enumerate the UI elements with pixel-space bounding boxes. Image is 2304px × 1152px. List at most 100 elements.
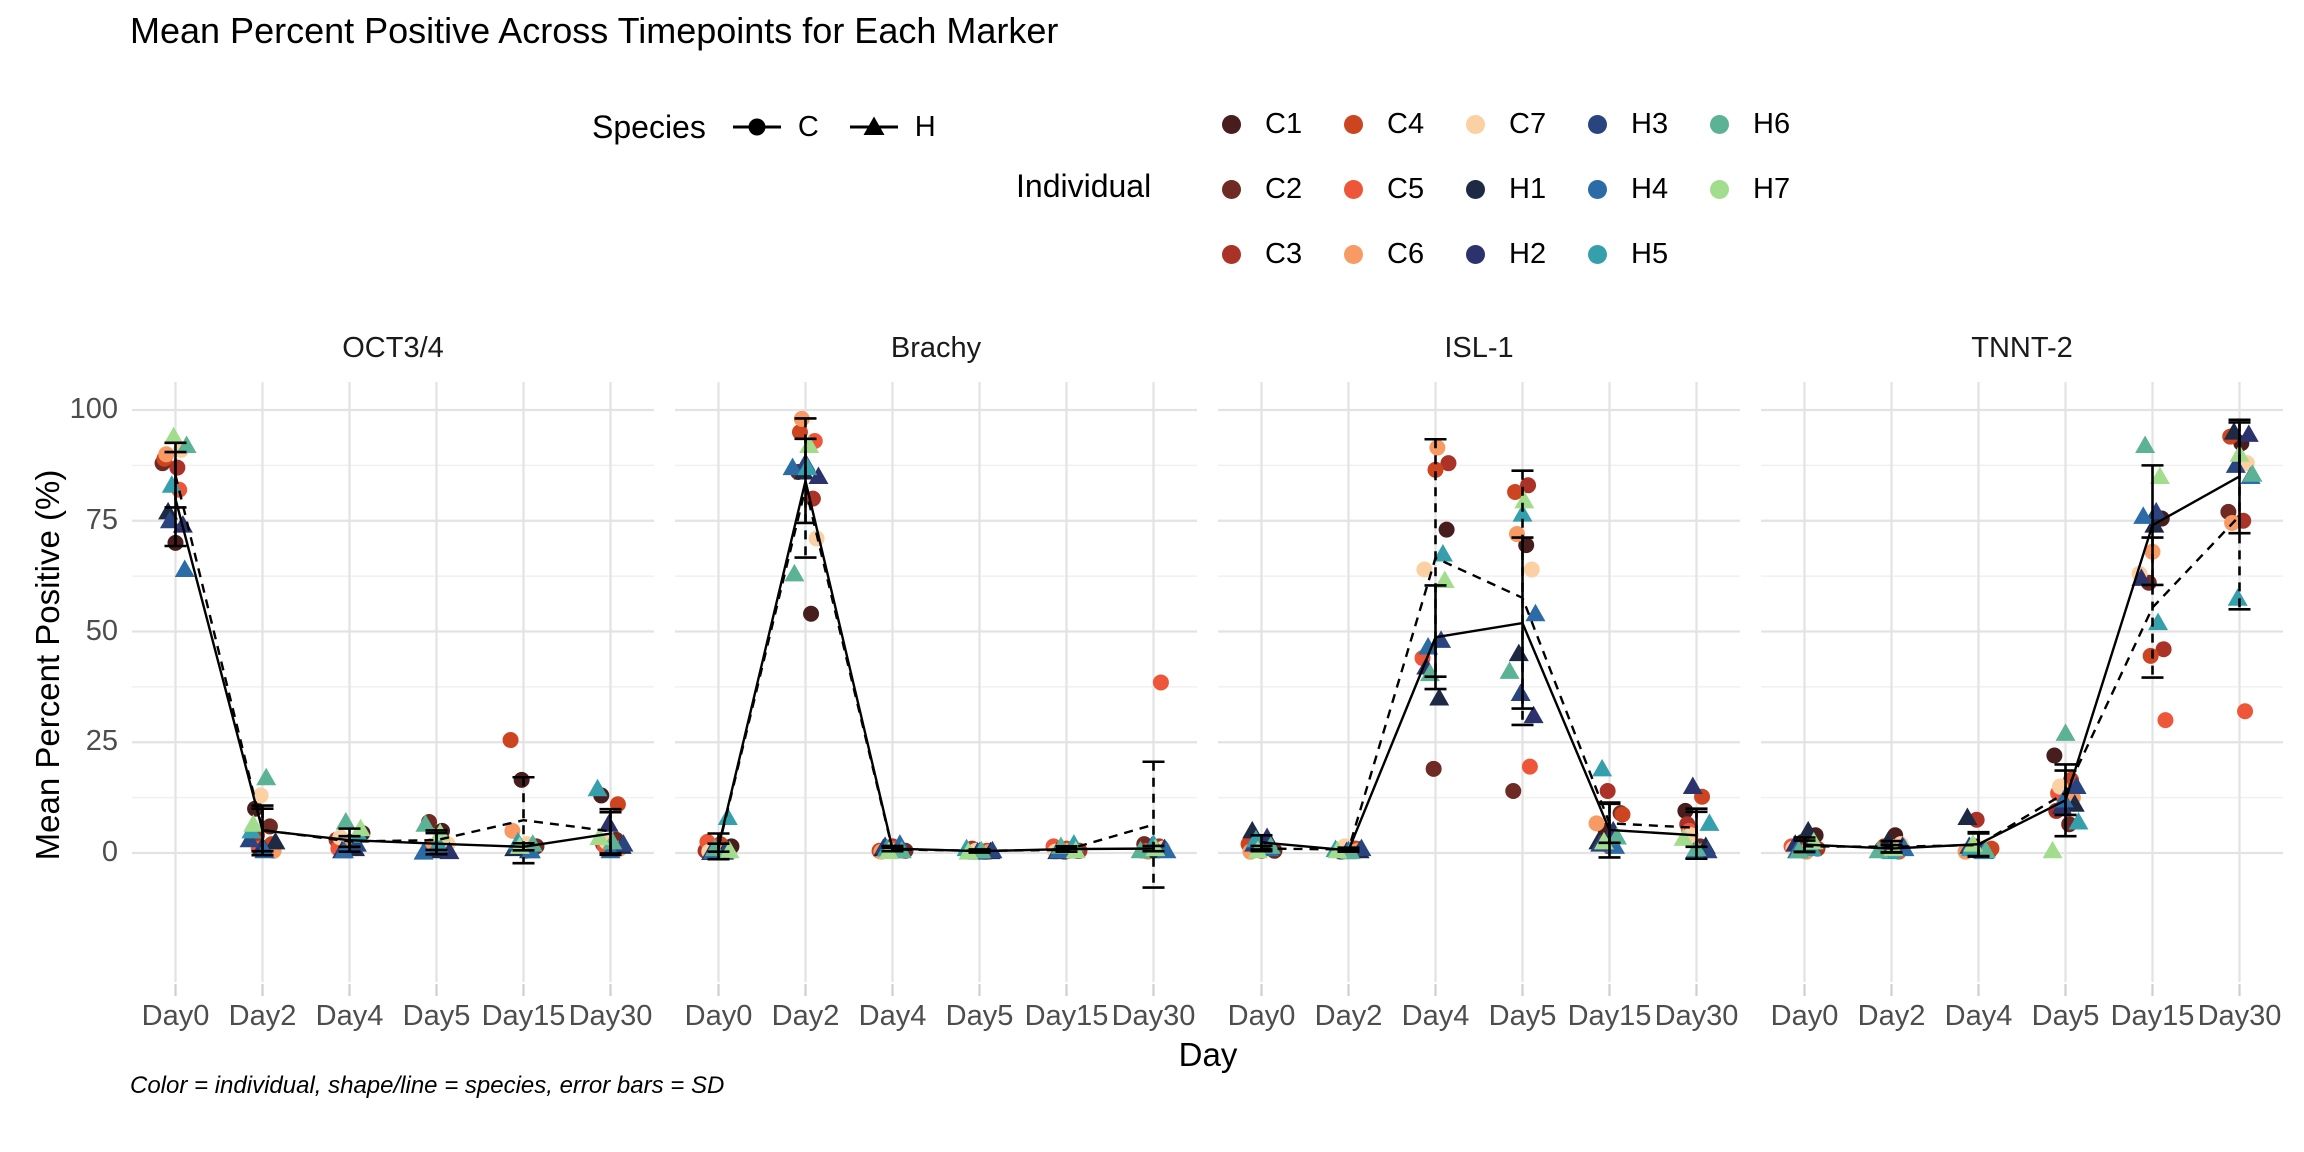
data-point-C1 bbox=[1438, 521, 1455, 538]
data-point-H6 bbox=[784, 563, 805, 582]
individual-key-label: H2 bbox=[1509, 238, 1547, 270]
data-point-H3 bbox=[239, 829, 260, 848]
x-tick-label: Day2 bbox=[771, 1000, 840, 1032]
individual-key-c2: C2 bbox=[1222, 173, 1344, 206]
species-key-c: C bbox=[732, 111, 819, 144]
data-point-H6 bbox=[1788, 840, 1809, 859]
data-point-C3 bbox=[169, 459, 186, 476]
data-point-C6 bbox=[158, 446, 175, 463]
data-point-H6 bbox=[415, 814, 436, 832]
x-tick-label: Day0 bbox=[684, 1000, 753, 1032]
data-point-H5 bbox=[2227, 588, 2248, 606]
x-tick-label: Day2 bbox=[1857, 1000, 1926, 1032]
color-swatch-icon bbox=[1588, 180, 1607, 199]
species-key-label: C bbox=[797, 110, 819, 143]
data-point-H2 bbox=[2131, 568, 2152, 586]
y-tick-label: 0 bbox=[101, 836, 118, 868]
data-point-H6 bbox=[1606, 827, 1627, 845]
individual-key-label: H4 bbox=[1631, 173, 1669, 205]
data-point-H5 bbox=[797, 457, 818, 476]
color-swatch-icon bbox=[1466, 115, 1485, 134]
individual-key-c7: C7 bbox=[1466, 108, 1588, 141]
species-legend-title: Species bbox=[592, 108, 706, 145]
facet-panel bbox=[1761, 382, 2283, 996]
data-point-C3 bbox=[1520, 477, 1537, 494]
color-swatch-icon bbox=[1588, 115, 1607, 134]
data-point-H2 bbox=[1682, 776, 1703, 795]
caption: Color = individual, shape/line = species… bbox=[130, 1072, 725, 1099]
individual-key-h3: H3 bbox=[1588, 108, 1710, 141]
color-swatch-icon bbox=[1222, 180, 1241, 199]
data-point-C6 bbox=[1588, 815, 1605, 832]
data-point-H5 bbox=[2148, 612, 2169, 631]
data-point-H5 bbox=[1512, 504, 1533, 522]
data-point-C1 bbox=[803, 605, 820, 622]
data-point-H4 bbox=[333, 840, 354, 859]
data-point-H7 bbox=[719, 840, 740, 859]
x-tick-label: Day15 bbox=[2110, 1000, 2195, 1032]
data-point-H6 bbox=[2055, 723, 2076, 741]
individual-key-label: H1 bbox=[1509, 173, 1547, 205]
data-point-H2 bbox=[598, 814, 619, 832]
data-point-H7 bbox=[2149, 466, 2170, 484]
data-point-H6 bbox=[176, 435, 197, 453]
individual-key-c4: C4 bbox=[1344, 108, 1466, 141]
chart-title: Mean Percent Positive Across Timepoints … bbox=[130, 10, 1059, 51]
x-tick-label: Day5 bbox=[402, 1000, 471, 1032]
data-point-H7 bbox=[243, 814, 264, 832]
data-point-C4 bbox=[2142, 647, 2159, 664]
color-swatch-icon bbox=[1344, 245, 1363, 264]
individual-key-label: H7 bbox=[1753, 173, 1791, 205]
individual-key-c3: C3 bbox=[1222, 238, 1344, 271]
facet-panel bbox=[675, 382, 1197, 996]
data-point-H6 bbox=[2135, 435, 2156, 453]
data-point-C7 bbox=[1416, 561, 1433, 578]
individual-key-label: H5 bbox=[1631, 238, 1669, 270]
species-key-h: H bbox=[849, 111, 936, 144]
color-swatch-icon bbox=[1466, 180, 1485, 199]
x-tick-label: Day30 bbox=[568, 1000, 653, 1032]
individual-legend-title: Individual bbox=[1016, 168, 1152, 204]
x-tick-label: Day5 bbox=[1488, 1000, 1557, 1032]
data-point-H3 bbox=[2225, 455, 2246, 473]
data-point-C5 bbox=[1521, 758, 1538, 775]
color-swatch-icon bbox=[1466, 245, 1485, 264]
data-point-H7 bbox=[1673, 828, 1694, 846]
y-tick-label: 25 bbox=[85, 725, 118, 758]
x-tick-label: Day5 bbox=[945, 1000, 1014, 1032]
x-tick-label: Day30 bbox=[1654, 1000, 1739, 1032]
x-tick-label: Day5 bbox=[2031, 1000, 2100, 1032]
individual-key-label: C4 bbox=[1387, 108, 1425, 140]
data-point-H5 bbox=[1699, 813, 1720, 831]
x-tick-label: Day0 bbox=[141, 1000, 210, 1032]
mean-line-H bbox=[174, 498, 611, 849]
color-swatch-icon bbox=[1222, 245, 1241, 264]
individual-key-c1: C1 bbox=[1222, 108, 1344, 141]
data-point-H1 bbox=[158, 501, 179, 520]
mean-line-H bbox=[717, 480, 1154, 853]
data-point-H4 bbox=[254, 840, 275, 859]
data-point-H1 bbox=[2064, 794, 2085, 812]
data-point-H5 bbox=[161, 475, 182, 493]
data-point-H1 bbox=[1508, 643, 1529, 662]
facet-strip: ISL-1 bbox=[1444, 332, 1514, 364]
data-point-H1 bbox=[265, 831, 286, 850]
data-point-H4 bbox=[174, 559, 195, 577]
individual-key-h6: H6 bbox=[1710, 108, 1832, 141]
x-tick-label: Day15 bbox=[1024, 1000, 1109, 1032]
color-swatch-icon bbox=[1710, 180, 1729, 199]
data-point-C5 bbox=[2237, 703, 2254, 720]
individual-key-label: H6 bbox=[1753, 108, 1791, 140]
individual-key-h5: H5 bbox=[1588, 238, 1710, 271]
data-point-H5 bbox=[2068, 811, 2089, 830]
individual-key-label: C6 bbox=[1387, 238, 1425, 270]
facet-strip: TNNT-2 bbox=[1971, 332, 2073, 364]
data-point-C1 bbox=[2046, 747, 2063, 764]
data-point-H2 bbox=[808, 466, 829, 484]
data-point-H5 bbox=[587, 778, 608, 797]
data-point-C4 bbox=[1507, 483, 1524, 500]
x-tick-label: Day4 bbox=[1944, 1000, 2013, 1032]
color-swatch-icon bbox=[1344, 115, 1363, 134]
